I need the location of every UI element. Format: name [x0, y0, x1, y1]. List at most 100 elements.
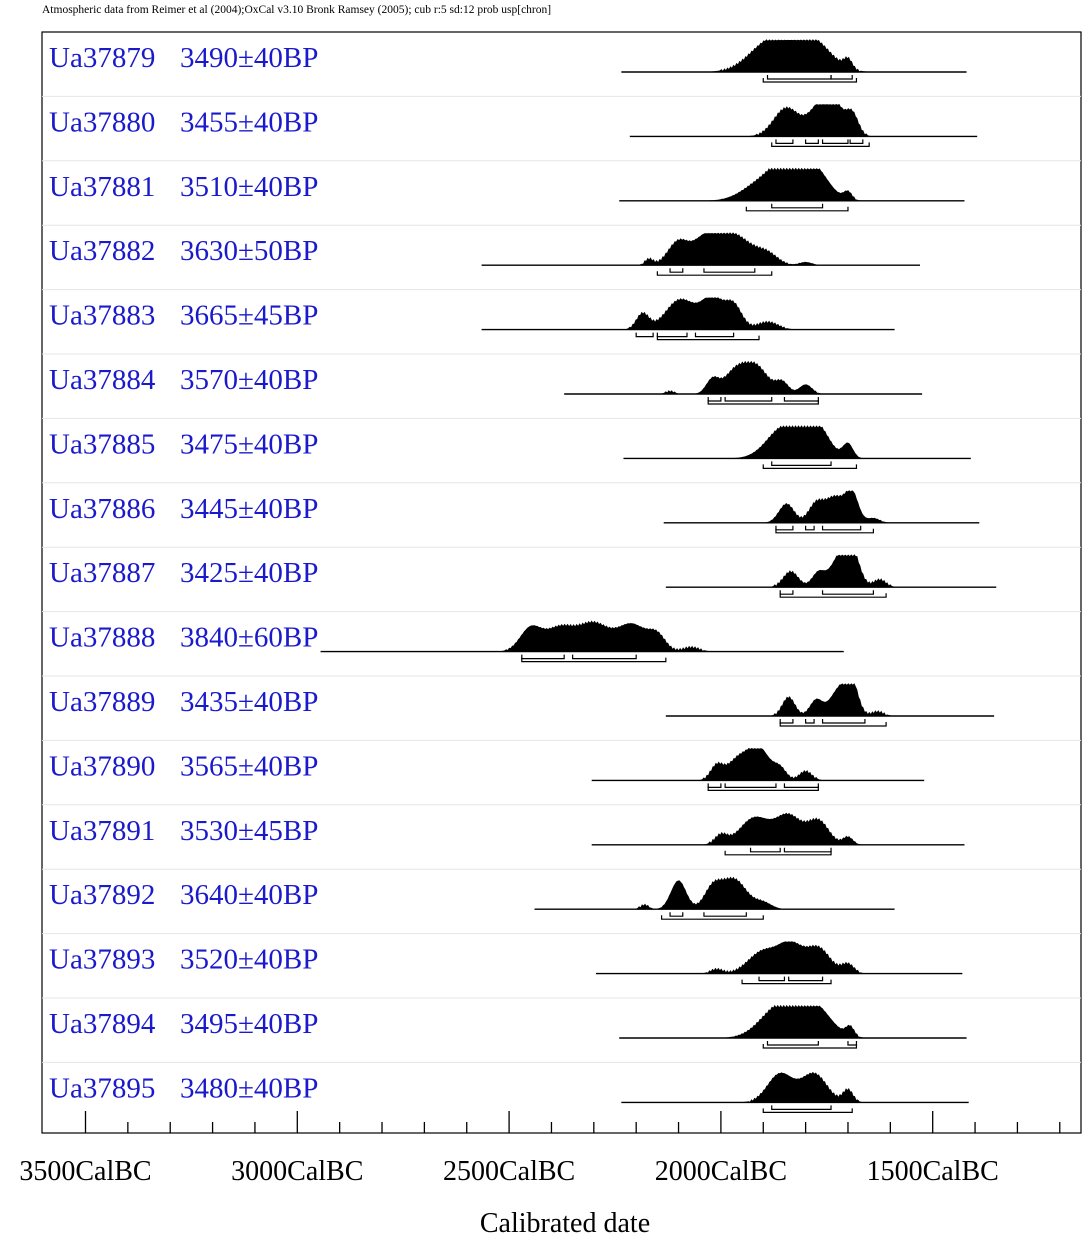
sigma2-range-bracket	[707, 400, 819, 405]
sigma1-range-bracket	[821, 590, 874, 595]
sample-id-label: Ua37892	[49, 879, 155, 911]
sigma1-range-bracket	[805, 525, 815, 531]
sigma1-range-bracket	[766, 1041, 819, 1046]
sigma1-range-bracket	[821, 525, 862, 531]
sigma1-range-bracket	[847, 1041, 858, 1046]
sample-age-label: 3490±40BP	[180, 42, 318, 74]
sigma1-range-bracket	[521, 654, 565, 660]
probability-distribution	[667, 490, 976, 523]
probability-distribution	[627, 425, 967, 459]
sample-id-label: Ua37887	[49, 557, 155, 589]
sample-age-label: 3435±40BP	[180, 686, 318, 718]
sigma2-range-bracket	[762, 78, 858, 83]
probability-distribution	[623, 167, 961, 201]
sample-id-label: Ua37888	[49, 622, 155, 654]
sigma2-range-bracket	[762, 1108, 853, 1113]
probability-distribution	[669, 683, 991, 716]
sigma1-range-bracket	[758, 976, 786, 982]
sigma1-range-bracket	[572, 654, 637, 660]
probability-distribution	[538, 876, 891, 910]
sample-age-label: 3520±40BP	[180, 944, 318, 976]
sigma2-range-bracket	[775, 528, 874, 534]
x-tick-label: 1500CalBC	[867, 1156, 999, 1187]
probability-distribution	[595, 747, 921, 781]
sigma1-range-bracket	[703, 912, 747, 917]
sigma2-range-bracket	[521, 657, 667, 663]
sigma2-range-bracket	[741, 979, 832, 985]
sigma1-range-bracket	[805, 139, 819, 144]
probability-distribution	[599, 941, 959, 974]
probability-distribution	[485, 232, 916, 266]
sample-id-label: Ua37893	[49, 944, 155, 976]
sigma2-range-bracket	[707, 786, 819, 791]
sample-age-label: 3630±50BP	[180, 235, 318, 267]
probability-distribution	[623, 1004, 963, 1038]
sigma2-range-bracket	[771, 142, 870, 147]
sigma1-range-bracket	[775, 525, 794, 531]
sample-id-label: Ua37883	[49, 300, 155, 332]
sample-id-label: Ua37881	[49, 171, 155, 203]
sample-age-label: 3455±40BP	[180, 106, 318, 138]
sigma1-range-bracket	[821, 719, 866, 724]
sigma2-range-bracket	[762, 464, 858, 469]
sigma1-range-bracket	[779, 590, 794, 595]
sigma1-range-bracket	[635, 332, 654, 338]
sample-age-label: 3495±40BP	[180, 1008, 318, 1040]
sigma1-range-bracket	[783, 397, 819, 402]
x-tick-label: 2500CalBC	[443, 1156, 575, 1187]
probability-distribution	[625, 1071, 965, 1103]
sample-id-label: Ua37886	[49, 493, 155, 525]
sample-id-label: Ua37882	[49, 235, 155, 267]
sigma1-range-bracket	[669, 912, 684, 917]
probability-distribution	[595, 812, 961, 845]
sigma1-range-bracket	[703, 268, 756, 273]
sigma2-range-bracket	[656, 335, 760, 341]
sample-age-label: 3640±40BP	[180, 879, 318, 911]
probability-distribution	[633, 103, 974, 137]
sigma1-range-bracket	[849, 139, 864, 144]
sample-age-label: 3480±40BP	[180, 1072, 318, 1104]
sigma1-range-bracket	[707, 783, 722, 788]
sigma1-range-bracket	[771, 461, 832, 466]
x-tick-label: 2000CalBC	[655, 1156, 787, 1187]
sigma1-range-bracket	[783, 783, 819, 788]
sample-id-label: Ua37879	[49, 42, 155, 74]
sigma1-range-bracket	[775, 139, 794, 144]
sigma2-range-bracket	[656, 271, 773, 276]
sigma1-range-bracket	[788, 976, 824, 982]
sigma1-range-bracket	[771, 1105, 832, 1110]
sample-id-label: Ua37895	[49, 1072, 155, 1104]
sample-id-label: Ua37890	[49, 750, 155, 782]
sample-age-label: 3665±45BP	[180, 300, 318, 332]
sigma1-range-bracket	[707, 397, 722, 402]
plot-frame	[41, 31, 1082, 1134]
sigma2-range-bracket	[779, 722, 887, 727]
sigma2-range-bracket	[660, 915, 764, 920]
probability-distribution	[669, 554, 993, 588]
sample-id-label: Ua37889	[49, 686, 155, 718]
sigma1-range-bracket	[805, 719, 815, 724]
sigma1-range-bracket	[821, 139, 849, 144]
x-tick-label: 3000CalBC	[231, 1156, 363, 1187]
sample-age-label: 3565±40BP	[180, 750, 318, 782]
sample-age-label: 3840±60BP	[180, 622, 318, 654]
sigma1-range-bracket	[783, 847, 832, 853]
sigma1-range-bracket	[749, 847, 781, 853]
probability-distribution	[625, 39, 963, 72]
probability-distribution	[568, 360, 919, 394]
sample-id-label: Ua37891	[49, 815, 155, 847]
sigma2-range-bracket	[745, 206, 849, 212]
x-axis-title: Calibrated date	[480, 1208, 650, 1239]
chart-header-note: Atmospheric data from Reimer et al (2004…	[42, 4, 552, 16]
sample-id-label: Ua37885	[49, 428, 155, 460]
x-tick-label: 3500CalBC	[19, 1156, 151, 1187]
sample-age-label: 3445±40BP	[180, 493, 318, 525]
sigma2-range-bracket	[762, 1044, 858, 1049]
probability-distribution	[324, 620, 840, 652]
sigma1-range-bracket	[724, 397, 773, 402]
sample-age-label: 3570±40BP	[180, 364, 318, 396]
sigma1-range-bracket	[830, 75, 853, 80]
probability-distribution	[485, 297, 891, 330]
sigma1-range-bracket	[694, 332, 735, 338]
sigma1-range-bracket	[779, 719, 794, 724]
